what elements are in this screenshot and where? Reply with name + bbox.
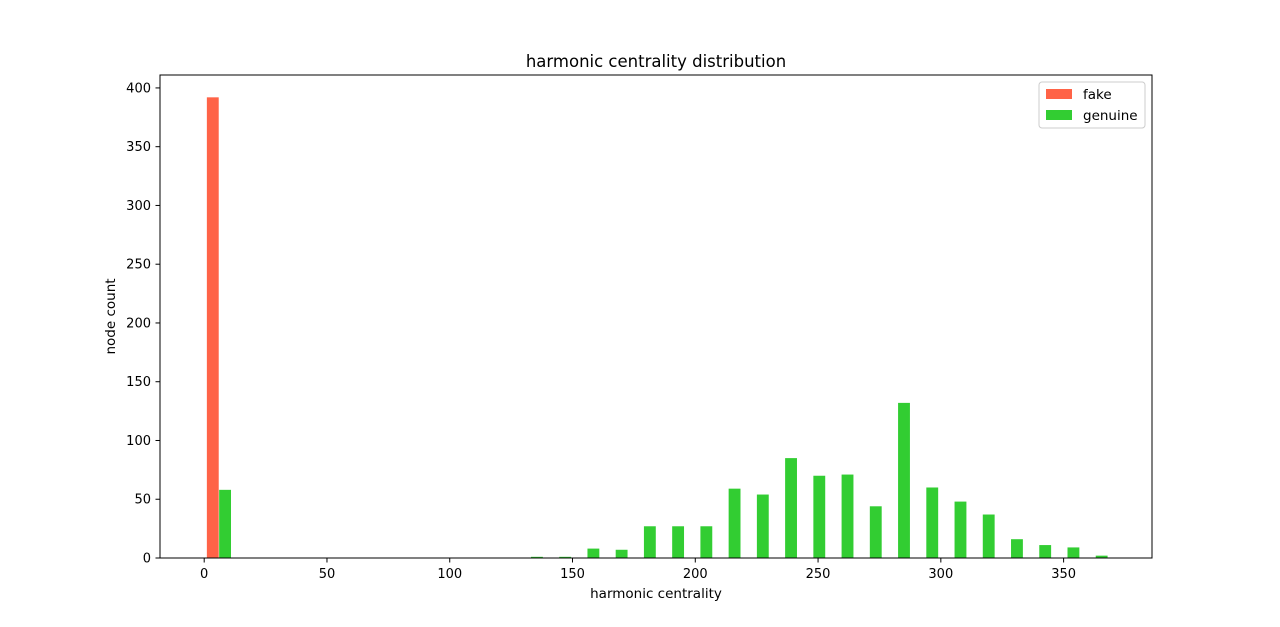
x-axis-title: harmonic centrality bbox=[590, 586, 722, 602]
bar-genuine-3 bbox=[587, 548, 600, 558]
x-tick-label: 50 bbox=[319, 567, 336, 582]
legend-swatch-fake bbox=[1046, 89, 1072, 99]
y-axis: 0 50 100 150 200 250 300 350 400 bbox=[126, 81, 160, 567]
x-tick-label: 100 bbox=[437, 567, 462, 582]
plot-frame bbox=[159, 74, 1153, 559]
bar-genuine-19 bbox=[1039, 545, 1052, 558]
bar-genuine-17 bbox=[982, 514, 995, 558]
bar-genuine-15 bbox=[926, 487, 939, 558]
y-tick-label: 0 bbox=[143, 552, 151, 567]
y-axis-title: node count bbox=[103, 278, 119, 354]
x-tick-label: 250 bbox=[806, 567, 831, 582]
y-tick-label: 400 bbox=[126, 81, 151, 96]
bar-genuine-7 bbox=[700, 526, 713, 558]
bar-genuine-6 bbox=[672, 526, 685, 558]
chart-title: harmonic centrality distribution bbox=[526, 52, 786, 71]
bar-genuine-14 bbox=[898, 402, 910, 558]
legend-label-genuine: genuine bbox=[1083, 108, 1138, 124]
bar-fake-0 bbox=[206, 97, 219, 558]
bar-genuine-4 bbox=[615, 549, 628, 558]
legend-swatch-genuine bbox=[1046, 110, 1072, 120]
bar-genuine-8 bbox=[728, 488, 741, 558]
y-tick-label: 300 bbox=[126, 199, 151, 214]
y-tick-label: 350 bbox=[126, 140, 151, 155]
x-tick-label: 350 bbox=[1051, 567, 1076, 582]
bar-genuine-13 bbox=[869, 506, 882, 558]
y-tick-label: 50 bbox=[134, 493, 151, 508]
x-tick-label: 150 bbox=[560, 567, 585, 582]
legend: fake genuine bbox=[1038, 81, 1146, 129]
bar-genuine-20 bbox=[1067, 547, 1080, 558]
bar-genuine-10 bbox=[785, 458, 797, 558]
bar-genuine-9 bbox=[756, 494, 769, 558]
bar-genuine-18 bbox=[1011, 539, 1023, 558]
x-tick-label: 0 bbox=[200, 567, 208, 582]
bar-genuine-5 bbox=[643, 526, 656, 558]
x-tick-label: 200 bbox=[683, 567, 708, 582]
y-tick-label: 150 bbox=[126, 375, 151, 390]
bar-genuine-12 bbox=[841, 474, 854, 558]
bar-genuine-11 bbox=[813, 475, 826, 558]
legend-label-fake: fake bbox=[1083, 87, 1112, 103]
bars-layer bbox=[206, 97, 1108, 558]
bar-genuine-1 bbox=[530, 556, 543, 558]
bar-genuine-2 bbox=[559, 556, 572, 558]
x-axis: 0 50 100 150 200 250 300 350 bbox=[200, 558, 1076, 582]
bar-genuine-0 bbox=[219, 489, 231, 558]
y-tick-label: 200 bbox=[126, 316, 151, 331]
bar-genuine-16 bbox=[954, 501, 967, 558]
y-tick-label: 250 bbox=[126, 258, 151, 273]
x-tick-label: 300 bbox=[928, 567, 953, 582]
bar-genuine-21 bbox=[1095, 555, 1108, 558]
y-tick-label: 100 bbox=[126, 434, 151, 449]
